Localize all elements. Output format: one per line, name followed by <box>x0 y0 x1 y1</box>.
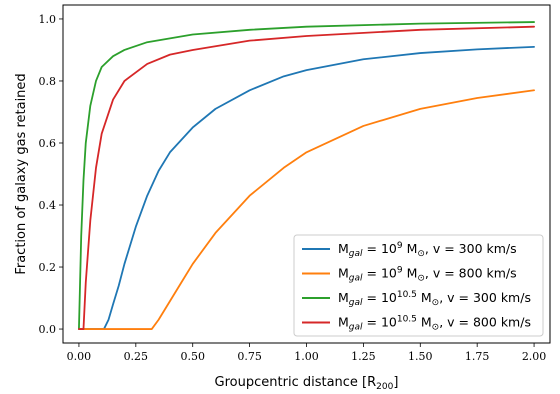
series-line-1 <box>78 45 535 330</box>
x-tick-label: 1.75 <box>465 350 490 363</box>
x-tick-label: 1.25 <box>351 350 376 363</box>
y-tick-label: 0.6 <box>39 137 57 150</box>
y-tick-label: 1.0 <box>39 13 57 26</box>
y-axis-label: Fraction of galaxy gas retained <box>14 73 29 274</box>
series-line-4 <box>78 25 535 330</box>
x-tick-label: 1.50 <box>408 350 433 363</box>
x-tick-label: 0.25 <box>124 350 149 363</box>
y-tick-label: 0.8 <box>39 75 57 88</box>
x-axis-label: Groupcentric distance [R200] <box>215 375 399 392</box>
x-tick-label: 1.00 <box>294 350 319 363</box>
legend-entry-4: Mgal = 1010.5 M⊙, v = 800 km/s <box>338 315 531 333</box>
series-lines <box>78 21 535 330</box>
y-tick-label: 0.4 <box>39 199 57 212</box>
y-axis-ticks: 0.0 0.2 0.4 0.6 0.8 1.0 <box>39 13 63 336</box>
x-axis-ticks: 0.00 0.25 0.50 0.75 1.00 1.25 1.50 1.75 2.00 <box>67 343 547 363</box>
y-tick-label: 0.0 <box>39 323 57 336</box>
x-tick-label: 0.75 <box>237 350 262 363</box>
series-line-2 <box>78 89 535 330</box>
series-line-3 <box>78 21 535 330</box>
legend-entry-3: Mgal = 1010.5 M⊙, v = 300 km/s <box>338 290 531 308</box>
legend-entry-1: Mgal = 109 M⊙, v = 300 km/s <box>338 241 517 259</box>
x-tick-label: 2.00 <box>522 350 547 363</box>
legend: Mgal = 109 M⊙, v = 300 km/s Mgal = 109 M⊙… <box>293 234 544 337</box>
y-tick-label: 0.2 <box>39 261 57 274</box>
legend-frame <box>293 234 544 337</box>
x-tick-label: 0.50 <box>180 350 205 363</box>
legend-entry-2: Mgal = 109 M⊙, v = 800 km/s <box>338 266 517 284</box>
x-tick-label: 0.00 <box>67 350 92 363</box>
